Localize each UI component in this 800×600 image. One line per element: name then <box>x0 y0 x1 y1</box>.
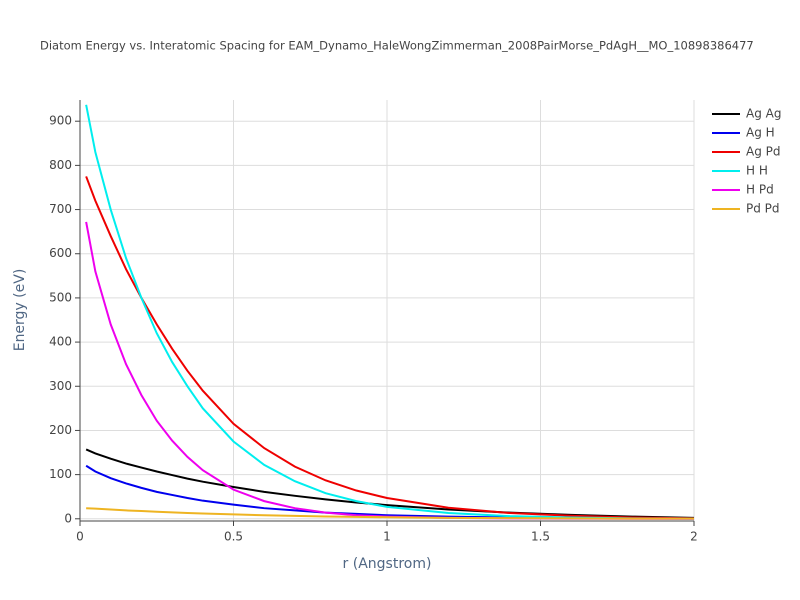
legend-label: H Pd <box>746 183 774 197</box>
legend-label: Ag H <box>746 126 775 140</box>
legend-label: Ag Pd <box>746 145 781 159</box>
legend-label: H H <box>746 164 768 178</box>
chart-title: Diatom Energy vs. Interatomic Spacing fo… <box>40 39 754 53</box>
y-axis-title: Energy (eV) <box>12 269 28 352</box>
y-tick-label: 300 <box>49 379 72 393</box>
line <box>85 176 695 520</box>
x-tick-label: 0 <box>76 530 84 544</box>
y-tick-label: 100 <box>49 467 72 481</box>
legend-label: Pd Pd <box>746 202 780 216</box>
x-axis-title: r (Angstrom) <box>343 556 432 572</box>
y-tick-label: 600 <box>49 246 72 260</box>
y-tick-label: 0 <box>64 511 72 525</box>
x-tick-label: 2 <box>690 530 698 544</box>
y-tick-label: 700 <box>49 202 72 216</box>
y-tick-label: 900 <box>49 114 72 128</box>
y-tick-label: 800 <box>49 158 72 172</box>
legend-label: Ag Ag <box>746 107 781 121</box>
line <box>85 104 695 520</box>
y-tick-label: 400 <box>49 335 72 349</box>
x-tick-label: 0.5 <box>224 530 243 544</box>
line <box>86 507 695 520</box>
y-tick-label: 500 <box>49 290 72 304</box>
x-tick-label: 1 <box>383 530 391 544</box>
y-tick-label: 200 <box>49 423 72 437</box>
x-tick-label: 1.5 <box>531 530 550 544</box>
